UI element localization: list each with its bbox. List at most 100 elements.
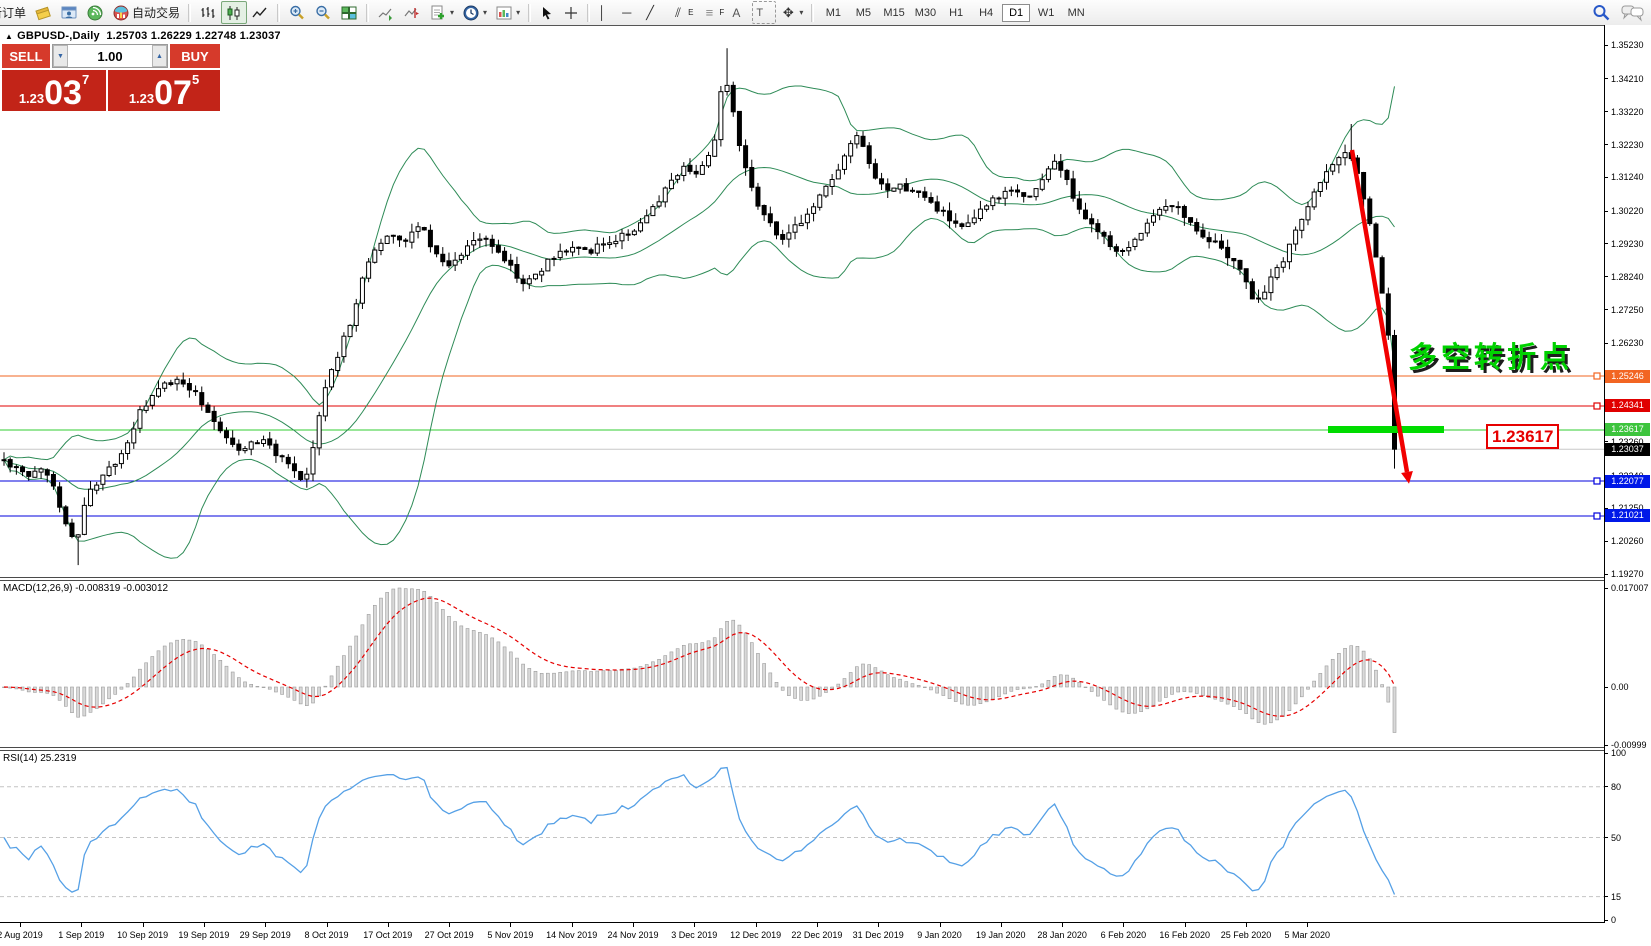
sell-price-sup: 7 xyxy=(81,72,90,87)
crosshair-button[interactable] xyxy=(559,1,583,24)
price-tick-mark xyxy=(1605,441,1608,443)
buy-price-display[interactable]: 1.23 07 5 xyxy=(108,70,220,111)
toolbar-separator xyxy=(528,3,532,22)
sell-button[interactable]: SELL xyxy=(2,44,50,68)
bar-chart-button[interactable] xyxy=(195,1,221,24)
equidistant-channel-icon: ⫽ xyxy=(675,4,681,20)
price-tick-label: 1.35230 xyxy=(1611,40,1644,51)
text-button[interactable]: A xyxy=(732,5,741,20)
price-level-badge[interactable]: 1.23037 xyxy=(1605,442,1650,456)
profiles-button[interactable] xyxy=(56,1,82,24)
rsi-pane-splitter[interactable] xyxy=(0,747,1651,751)
date-tick-label: 8 Oct 2019 xyxy=(304,930,349,940)
line-chart-button[interactable] xyxy=(247,1,273,24)
date-tick-label: 19 Sep 2019 xyxy=(178,930,230,940)
level-drag-marker[interactable] xyxy=(1593,477,1601,485)
timeframe-toolbar: M1 M5 M15 M30 H1 H4 D1 W1 MN xyxy=(818,3,1091,22)
volume-decrease-button[interactable]: ▼ xyxy=(53,45,68,67)
rsi-tick-mark xyxy=(1605,786,1608,788)
chevron-down-icon[interactable]: ▾ xyxy=(516,8,521,17)
timeframe-button-h1[interactable]: H1 xyxy=(949,6,964,19)
search-icon[interactable] xyxy=(1591,3,1611,23)
horizontal-level-lines[interactable] xyxy=(0,375,1604,517)
chart-shift-button[interactable] xyxy=(399,1,425,24)
price-level-badge[interactable]: 1.21021 xyxy=(1605,509,1650,523)
timeframe-button-h4[interactable]: H4 xyxy=(979,6,994,19)
fibo-sub-label: F xyxy=(719,8,725,17)
price-level-badge[interactable]: 1.25246 xyxy=(1605,369,1650,383)
cursor-button[interactable] xyxy=(535,1,559,24)
date-tick-mark xyxy=(571,923,573,927)
date-tick-mark xyxy=(510,923,512,927)
timeframe-button-m30[interactable]: M30 xyxy=(914,6,937,19)
date-tick-mark xyxy=(694,923,696,927)
date-tick-label: 24 Nov 2019 xyxy=(607,930,659,940)
price-level-badge[interactable]: 1.22077 xyxy=(1605,474,1650,488)
buy-price-small: 1.23 xyxy=(128,91,155,106)
tile-windows-button[interactable] xyxy=(336,1,362,24)
rsi-pane xyxy=(0,766,1604,898)
vertical-line-button[interactable]: │ xyxy=(598,5,607,20)
date-tick-mark xyxy=(1062,923,1064,927)
level-drag-marker[interactable] xyxy=(1593,402,1601,410)
buy-price-sup: 5 xyxy=(191,72,200,87)
level-drag-marker[interactable] xyxy=(1593,512,1601,520)
price-tick-label: 1.19270 xyxy=(1611,569,1644,580)
templates-button[interactable]: ▾ xyxy=(491,1,524,24)
price-level-badge[interactable]: 1.24341 xyxy=(1605,399,1650,413)
zoom-out-button[interactable] xyxy=(310,1,336,24)
price-level-badge[interactable]: 1.23617 xyxy=(1605,423,1650,437)
trendline-button[interactable]: ╱ xyxy=(646,4,654,20)
autotrading-button[interactable]: 自动交易 xyxy=(108,1,184,24)
candlestick-chart-button[interactable] xyxy=(221,1,248,24)
rsi-tick-label: 50 xyxy=(1611,832,1622,843)
price-axis[interactable]: 1.35230 1.34210 1.33220 1.32230 1.31240 1.302… xyxy=(1605,25,1651,925)
price-callout-label[interactable]: 1.23617 xyxy=(1486,424,1560,449)
date-tick-mark xyxy=(1307,923,1309,927)
zoom-in-button[interactable] xyxy=(284,1,310,24)
buy-button[interactable]: BUY xyxy=(170,44,220,68)
down-trend-arrow[interactable] xyxy=(1349,149,1410,473)
chevron-down-icon[interactable]: ▾ xyxy=(483,8,488,17)
rsi-tick-mark xyxy=(1605,896,1608,898)
support-highlight-bar[interactable] xyxy=(1328,426,1444,433)
timeframe-button-m1[interactable]: M1 xyxy=(825,6,841,19)
fibonacci-button[interactable]: ≡ F xyxy=(697,1,728,24)
chat-icon[interactable] xyxy=(1621,3,1645,23)
text-label-button[interactable]: T xyxy=(752,1,777,24)
date-axis[interactable]: 2 Aug 2019 1 Sep 2019 10 Sep 2019 19 Sep 20… xyxy=(0,923,1651,946)
date-tick-label: 6 Feb 2020 xyxy=(1100,930,1147,940)
timeframe-button-w1[interactable]: W1 xyxy=(1037,6,1055,19)
chevron-down-icon[interactable]: ▾ xyxy=(450,8,455,17)
auto-scroll-button[interactable] xyxy=(373,1,399,24)
sell-price-display[interactable]: 1.23 03 7 xyxy=(2,70,106,111)
turning-point-annotation[interactable]: 多空转折点 xyxy=(1408,342,1574,374)
level-drag-marker[interactable] xyxy=(1593,372,1601,380)
timeframe-button-m15[interactable]: M15 xyxy=(883,6,905,19)
signal-button[interactable] xyxy=(82,1,108,24)
price-tick-mark xyxy=(1605,210,1608,212)
timeframe-button-mn[interactable]: MN xyxy=(1067,6,1085,19)
equidistant-channel-button[interactable]: ⫽ E xyxy=(666,1,697,24)
macd-pane-splitter[interactable] xyxy=(0,577,1651,581)
sticky-note-button[interactable] xyxy=(30,1,56,24)
candlestick-chart-icon xyxy=(227,5,240,20)
volume-increase-button[interactable]: ▲ xyxy=(152,45,167,67)
arrows-button[interactable]: ✥ ▾ xyxy=(776,1,807,24)
toolbar-separator xyxy=(587,3,591,22)
horizontal-line-button[interactable]: ─ xyxy=(622,5,632,20)
timeframe-button-m5[interactable]: M5 xyxy=(855,6,871,19)
zoom-in-icon xyxy=(290,5,304,19)
new-order-button[interactable]: 新订单 xyxy=(0,1,30,24)
volume-input[interactable] xyxy=(68,47,152,65)
periods-button[interactable]: ▾ xyxy=(458,1,491,24)
price-axis-border xyxy=(1604,25,1605,923)
price-tick-mark xyxy=(1605,78,1608,80)
macd-tick-mark xyxy=(1605,587,1608,589)
date-tick-mark xyxy=(878,923,880,927)
collapse-arrow-icon[interactable]: ▲ xyxy=(5,32,14,41)
timeframe-button-d1[interactable]: D1 xyxy=(1002,3,1031,22)
date-tick-label: 31 Dec 2019 xyxy=(852,930,904,940)
indicators-button[interactable]: ▾ xyxy=(425,1,458,24)
